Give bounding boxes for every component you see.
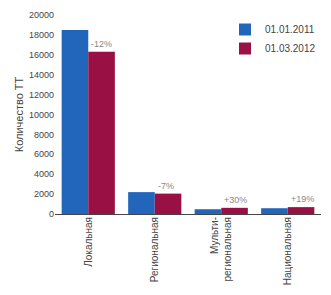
svg-text:Мульти-региональная: Мульти-региональная — [209, 217, 233, 282]
svg-text:6000: 6000 — [34, 149, 54, 159]
svg-text:+19%: +19% — [291, 194, 314, 204]
svg-text:14000: 14000 — [29, 70, 54, 80]
svg-text:20000: 20000 — [29, 10, 54, 20]
svg-text:+30%: +30% — [224, 195, 247, 205]
svg-text:8000: 8000 — [34, 130, 54, 140]
svg-text:4000: 4000 — [34, 169, 54, 179]
svg-text:Национальная: Национальная — [282, 217, 293, 285]
svg-text:18000: 18000 — [29, 30, 54, 40]
svg-text:16000: 16000 — [29, 50, 54, 60]
svg-text:Локальная: Локальная — [83, 217, 94, 267]
svg-text:2000: 2000 — [34, 189, 54, 199]
svg-text:01.01.2011: 01.01.2011 — [265, 24, 315, 35]
svg-text:-7%: -7% — [158, 181, 174, 191]
svg-text:-12%: -12% — [91, 39, 112, 49]
svg-text:10000: 10000 — [29, 110, 54, 120]
svg-text:Региональная: Региональная — [149, 217, 160, 282]
svg-text:01.03.2012: 01.03.2012 — [265, 43, 315, 54]
svg-text:0: 0 — [49, 209, 54, 219]
svg-text:12000: 12000 — [29, 90, 54, 100]
svg-text:Количество ТТ: Количество ТТ — [13, 76, 25, 152]
